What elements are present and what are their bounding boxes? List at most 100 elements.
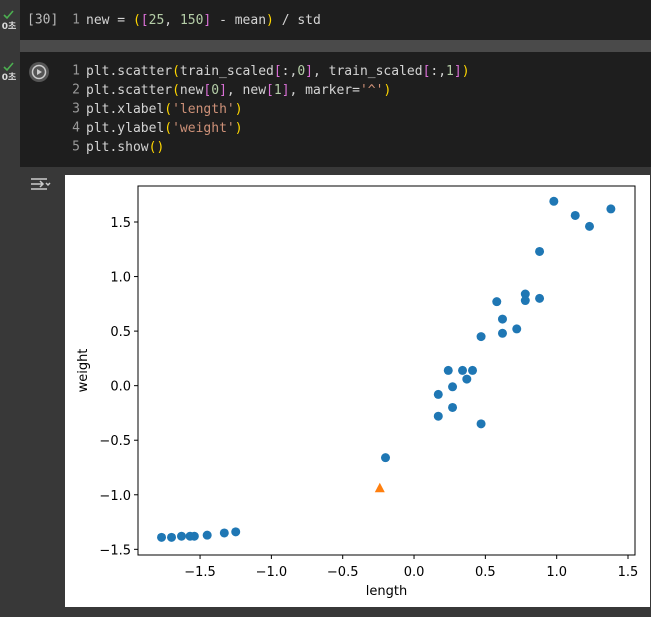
code-token: new = — [86, 13, 133, 28]
code-cell — [20, 0, 651, 40]
code-token: , new — [227, 83, 266, 98]
run-time: 0초 — [2, 21, 17, 32]
code-token: plt.scatter — [86, 64, 172, 79]
line-number: 5 — [72, 140, 80, 155]
y-tick-label: −0.5 — [99, 434, 131, 449]
scatter-point — [549, 196, 559, 206]
code-token: ( — [164, 102, 172, 117]
code-token: train_scaled — [180, 64, 274, 79]
code-token: - mean — [211, 13, 266, 28]
code-token: ) — [235, 102, 243, 117]
code-token: [ — [141, 13, 149, 28]
scatter-point — [185, 531, 195, 541]
triangle-point — [374, 482, 385, 493]
code-token: ) — [462, 64, 470, 79]
line-number: 3 — [72, 102, 80, 117]
code-token: ) — [235, 121, 243, 136]
scatter-point — [448, 382, 458, 392]
scatter-point — [512, 324, 522, 334]
scatter-point — [462, 374, 472, 384]
scatter-point — [219, 528, 229, 538]
code-token: [ — [266, 83, 274, 98]
code-token: 1 — [274, 83, 282, 98]
scatter-point — [497, 328, 507, 338]
scatter-point — [448, 402, 458, 412]
line-number: 1 — [72, 64, 80, 79]
code-token: ( — [172, 64, 180, 79]
y-axis-label: weight — [76, 349, 91, 393]
code-token: ] — [305, 64, 313, 79]
y-tick-label: 0.0 — [110, 380, 131, 395]
scatter-point — [606, 204, 616, 214]
scatter-point — [443, 365, 453, 375]
x-axis-label: length — [366, 584, 407, 599]
code-token: ( — [133, 13, 141, 28]
x-tick-label: −1.5 — [184, 565, 216, 580]
code-token: 150 — [180, 13, 203, 28]
success-check — [3, 62, 14, 72]
scatter-point — [520, 296, 530, 306]
code-line: plt.scatter(train_scaled[:,0], train_sca… — [86, 64, 470, 79]
code-token: ] — [203, 13, 211, 28]
code-token: , marker= — [290, 83, 361, 98]
code-token: / std — [274, 13, 321, 28]
code-token: plt.xlabel — [86, 102, 164, 117]
scatter-point — [167, 532, 177, 542]
code-token: ) — [383, 83, 391, 98]
y-tick-label: −1.0 — [99, 489, 131, 504]
code-token: () — [149, 140, 165, 155]
code-token: , train_scaled — [313, 64, 423, 79]
scatter-point — [476, 332, 486, 342]
code-token: 0 — [297, 64, 305, 79]
scatter-point — [535, 293, 545, 303]
scatter-point — [520, 289, 530, 299]
line-number: 1 — [72, 13, 80, 28]
scatter-point — [202, 530, 212, 540]
code-token: plt.ylabel — [86, 121, 164, 136]
code-cell — [20, 52, 651, 167]
output-toggle[interactable] — [31, 178, 51, 190]
run-button[interactable] — [29, 62, 49, 82]
code-token: ] — [282, 83, 290, 98]
code-token: 1 — [446, 64, 454, 79]
scatter-point — [492, 297, 502, 307]
scatter-point — [570, 210, 580, 220]
scatter-point — [157, 532, 167, 542]
line-number: 4 — [72, 121, 80, 136]
code-token: ( — [172, 83, 180, 98]
y-tick-label: −1.5 — [99, 543, 131, 558]
scatter-point — [381, 453, 391, 463]
x-tick-label: 1.0 — [546, 565, 567, 580]
code-line: new = ([25, 150] - mean) / std — [86, 13, 321, 28]
plot-image — [65, 175, 650, 607]
cell-separator — [20, 40, 651, 52]
code-token: ( — [164, 121, 172, 136]
run-time: 0초 — [2, 72, 17, 83]
code-token: [ — [274, 64, 282, 79]
code-line: plt.show() — [86, 140, 164, 155]
code-line: plt.ylabel('weight') — [86, 121, 243, 136]
scatter-point — [497, 314, 507, 324]
line-number: 2 — [72, 83, 80, 98]
scatter-point — [433, 389, 443, 399]
code-token: ) — [266, 13, 274, 28]
code-token: new — [180, 83, 204, 98]
code-token: plt.scatter — [86, 83, 172, 98]
success-check — [3, 10, 14, 20]
scatter-point — [535, 246, 545, 256]
code-token: 'length' — [172, 102, 235, 117]
code-line: plt.xlabel('length') — [86, 102, 243, 117]
x-tick-label: −0.5 — [327, 565, 359, 580]
execution-count: [30] — [27, 13, 58, 28]
x-tick-label: 0.0 — [404, 565, 425, 580]
code-token: ] — [219, 83, 227, 98]
code-token: , — [164, 13, 180, 28]
y-tick-label: 1.0 — [110, 271, 131, 286]
x-tick-label: 1.5 — [618, 565, 639, 580]
code-token: plt.show — [86, 140, 149, 155]
scatter-point — [433, 411, 443, 421]
code-token: [ — [203, 83, 211, 98]
scatter-point — [476, 419, 486, 429]
code-line: plt.scatter(new[0], new[1], marker='^') — [86, 83, 391, 98]
